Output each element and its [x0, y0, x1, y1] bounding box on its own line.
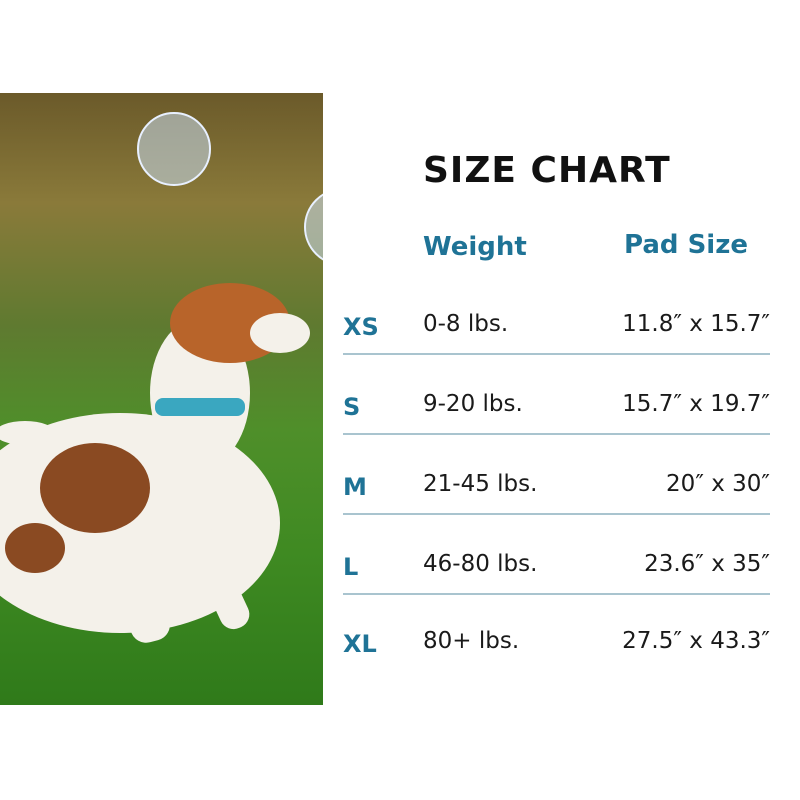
divider — [343, 593, 770, 595]
divider — [343, 353, 770, 355]
weight-value: 9-20 lbs. — [423, 391, 523, 417]
dog-photo — [0, 93, 323, 705]
pad-size-value: 27.5″ x 43.3″ — [622, 628, 770, 654]
table-row: XS 0-8 lbs. 11.8″ x 15.7″ — [343, 311, 770, 393]
table-row: L 46-80 lbs. 23.6″ x 35″ — [343, 551, 770, 633]
weight-value: 46-80 lbs. — [423, 551, 538, 577]
page-title: SIZE CHART — [423, 150, 671, 191]
size-label: XL — [343, 630, 377, 658]
size-label: XS — [343, 313, 379, 341]
pad-size-value: 20″ x 30″ — [666, 471, 770, 497]
pad-size-value: 23.6″ x 35″ — [644, 551, 770, 577]
table-row: XL 80+ lbs. 27.5″ x 43.3″ — [343, 628, 770, 710]
table-row: S 9-20 lbs. 15.7″ x 19.7″ — [343, 391, 770, 473]
table-row: M 21-45 lbs. 20″ x 30″ — [343, 471, 770, 553]
weight-value: 21-45 lbs. — [423, 471, 538, 497]
size-label: L — [343, 553, 359, 581]
pad-size-value: 11.8″ x 15.7″ — [622, 311, 770, 337]
weight-value: 80+ lbs. — [423, 628, 520, 654]
size-label: S — [343, 393, 361, 421]
size-label: M — [343, 473, 367, 501]
weight-header: Weight — [423, 232, 527, 262]
divider — [343, 433, 770, 435]
pad-size-header: Pad Size — [624, 230, 748, 260]
divider — [343, 513, 770, 515]
pad-size-value: 15.7″ x 19.7″ — [622, 391, 770, 417]
weight-value: 0-8 lbs. — [423, 311, 509, 337]
